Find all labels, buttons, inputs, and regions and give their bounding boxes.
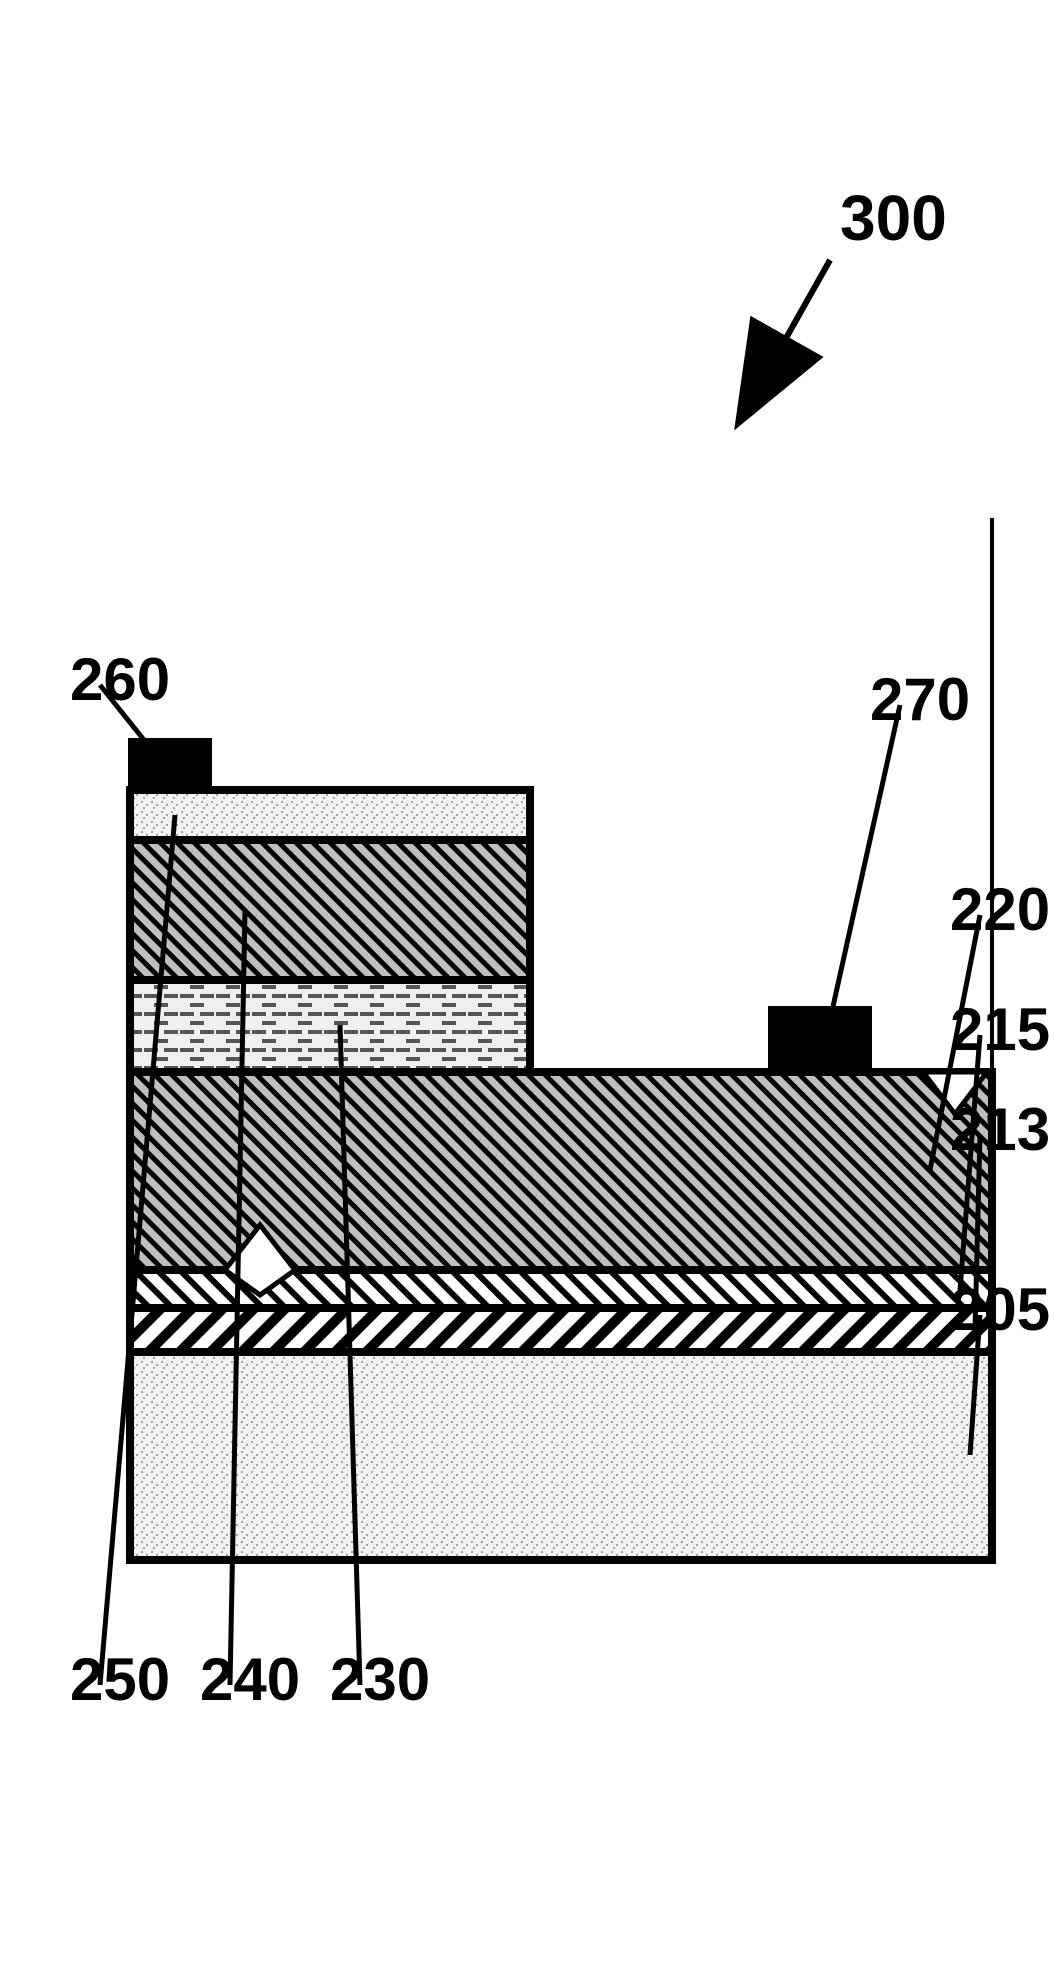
label-213: 213 <box>950 1096 1050 1163</box>
label-230: 230 <box>330 1646 430 1713</box>
leader-270 <box>830 705 900 1020</box>
label-220: 220 <box>950 876 1050 943</box>
assembly-label: 300 <box>840 182 947 254</box>
layer-213 <box>130 1308 992 1352</box>
contact-270 <box>770 1008 870 1072</box>
label-260: 260 <box>70 646 170 713</box>
layer-250 <box>130 790 530 840</box>
layer-230 <box>130 980 530 1072</box>
layer-205 <box>130 1352 992 1560</box>
label-250: 250 <box>70 1646 170 1713</box>
label-270: 270 <box>870 666 970 733</box>
label-240: 240 <box>200 1646 300 1713</box>
cross-section-diagram: 300 260 250 240 230 270 220 215 213 205 <box>0 0 1055 1981</box>
label-215: 215 <box>950 996 1050 1063</box>
layer-240 <box>130 840 530 980</box>
assembly-label-arrow <box>740 260 830 420</box>
label-205: 205 <box>950 1276 1050 1343</box>
contact-260 <box>130 740 210 790</box>
